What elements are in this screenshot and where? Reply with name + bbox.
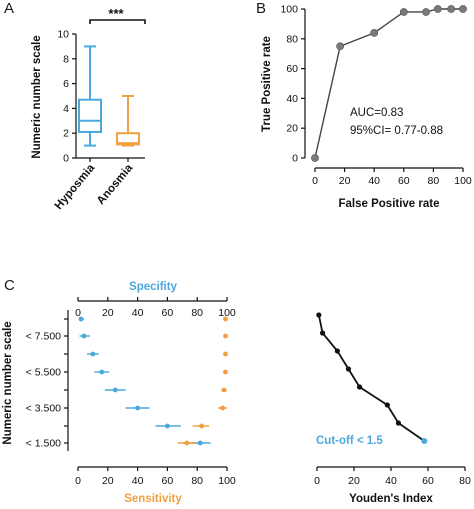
panel-b-xtick-label: 80 xyxy=(428,175,440,187)
panel-a-ytick-label: 4 xyxy=(63,103,69,115)
panel-b-ytick-label: 60 xyxy=(286,63,298,75)
panel-c-bottom-tick-label: 40 xyxy=(132,475,144,487)
youden-point xyxy=(334,348,340,354)
group-label-anosmia: Anosmia xyxy=(95,162,136,207)
sensitivity-point xyxy=(199,423,205,429)
panel-c-right-xtick-label: 20 xyxy=(348,475,360,487)
panel-b-ytick-label: 100 xyxy=(280,4,298,16)
youden-point xyxy=(356,384,363,390)
sensitivity-point xyxy=(221,387,227,393)
sensitivity-point xyxy=(220,405,225,411)
specifity-point xyxy=(135,405,141,411)
box-anosmia xyxy=(116,132,140,146)
panel-c-top-tick-label: 80 xyxy=(191,307,203,319)
box-hyposmia xyxy=(78,98,102,133)
specifity-point xyxy=(99,369,105,375)
roc-point xyxy=(370,28,379,37)
panel-label-c: C xyxy=(4,277,15,294)
panel-a-ytick-label: 6 xyxy=(63,78,69,90)
roc-point xyxy=(459,5,467,13)
panel-c-right-xtick-label: 40 xyxy=(385,475,397,487)
panel-label-a: A xyxy=(4,0,14,17)
specifity-point xyxy=(81,333,87,339)
panel-b-roc: False Positive rate True Positive rate A… xyxy=(261,4,472,211)
panel-b-xtick-label: 60 xyxy=(398,175,410,187)
roc-point xyxy=(422,8,430,16)
panel-b-ytick-label: 40 xyxy=(286,93,298,105)
sensitivity-point xyxy=(223,333,228,339)
panel-a-boxplot: Numeric number scale *** 0 2 4 6 8 10 Hyposmia… xyxy=(31,6,146,212)
sensitivity-point xyxy=(223,369,228,375)
panel-c-top-tick-label: 40 xyxy=(132,307,144,319)
panel-a-ylabel: Numeric number scale xyxy=(31,35,43,158)
roc-point xyxy=(336,42,345,51)
panel-b-xtick-label: 40 xyxy=(368,175,380,187)
panel-b-ytick-label: 0 xyxy=(292,153,298,165)
cutoff-annotation: Cut-off < 1.5 xyxy=(316,435,383,447)
panel-c-left: Specifity Sensitivity Numeric number sca… xyxy=(2,281,236,505)
panel-c-top-tick-label: 100 xyxy=(218,307,236,319)
group-label-hyposmia: Hyposmia xyxy=(53,162,98,212)
specifity-point xyxy=(78,316,84,322)
specifity-point xyxy=(90,351,96,357)
panel-c-bottom-tick-label: 0 xyxy=(75,475,81,487)
roc-point xyxy=(433,5,442,13)
significance-label: *** xyxy=(108,6,124,21)
significance-bracket xyxy=(89,19,146,24)
roc-point xyxy=(311,154,319,162)
panel-c-top-tick-label: 0 xyxy=(75,307,81,319)
panel-c-ytick-label: < 1.500 xyxy=(26,438,61,450)
panel-c-ylabel: Numeric number scale xyxy=(2,321,14,444)
roc-point xyxy=(399,8,408,16)
roc-point xyxy=(447,5,456,13)
sensitivity-point xyxy=(184,440,190,446)
panel-b-ytick-label: 20 xyxy=(286,123,298,135)
youden-point xyxy=(319,330,326,336)
panel-c-bottom-tick-label: 20 xyxy=(102,475,114,487)
youden-point xyxy=(345,366,352,372)
sensitivity-point xyxy=(223,316,228,322)
panel-a-ytick-label: 8 xyxy=(63,53,69,65)
panel-b-xtick-label: 0 xyxy=(312,175,318,187)
youden-point xyxy=(395,420,401,426)
panel-c-bottom-tick-label: 60 xyxy=(162,475,174,487)
specifity-point xyxy=(165,423,170,429)
panel-c-right-xtick-label: 80 xyxy=(459,475,471,487)
panel-b-xtick-label: 100 xyxy=(454,175,472,187)
panel-c-xlabel: Sensitivity xyxy=(124,493,182,505)
ci-annotation: 95%CI= 0.77-0.88 xyxy=(350,125,443,137)
panel-a-ytick-label: 2 xyxy=(63,128,69,140)
specifity-point xyxy=(197,440,203,446)
panel-b-xtick-label: 20 xyxy=(339,175,351,187)
panel-c-bottom-tick-label: 100 xyxy=(218,475,236,487)
panel-c-ytick-label: < 3.500 xyxy=(26,403,61,415)
panel-c-right-xtick-label: 60 xyxy=(422,475,434,487)
panel-a-ytick-label: 0 xyxy=(63,153,69,165)
panel-c-title: Specifity xyxy=(129,281,178,293)
panel-a-ytick-label: 10 xyxy=(57,29,69,41)
panel-c-right-xtick-label: 0 xyxy=(314,475,320,487)
auc-annotation: AUC=0.83 xyxy=(350,107,403,119)
panel-b-ytick-label: 80 xyxy=(286,33,298,45)
panel-c-ytick-label: < 7.500 xyxy=(26,331,61,343)
youden-point xyxy=(316,312,322,318)
panel-label-b: B xyxy=(256,0,266,17)
sensitivity-point xyxy=(223,351,228,357)
youden-line xyxy=(317,314,425,442)
youden-point xyxy=(384,402,390,408)
youden-cutoff-point xyxy=(421,438,428,444)
specifity-point xyxy=(112,387,118,393)
panel-c-ytick-label: < 5.500 xyxy=(26,367,61,379)
panel-b-ylabel: True Positive rate xyxy=(261,36,273,132)
panel-b-xlabel: False Positive rate xyxy=(339,198,440,210)
panel-c-bottom-tick-label: 80 xyxy=(191,475,203,487)
panel-c-right-xlabel: Youden's Index xyxy=(349,493,433,505)
panel-c-right: Youden's Index Cut-off < 1.5 0 20 40 60 80 xyxy=(314,312,471,505)
panel-c-top-tick-label: 60 xyxy=(162,307,174,319)
panel-c-top-tick-label: 20 xyxy=(102,307,114,319)
